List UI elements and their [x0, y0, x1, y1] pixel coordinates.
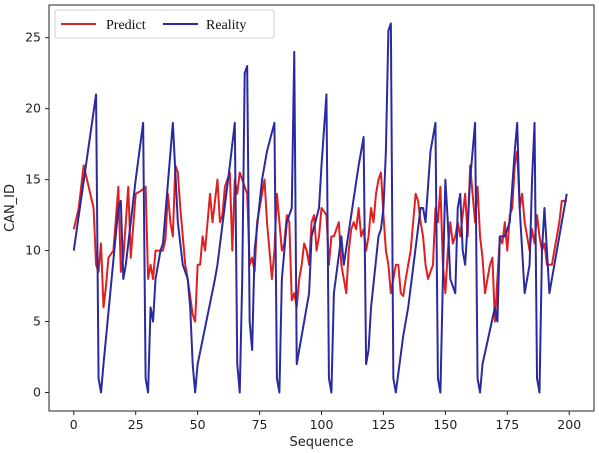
legend-label-reality: Reality — [206, 18, 246, 33]
legend: Predict Reality — [54, 9, 275, 39]
x-tick-label: 200 — [557, 417, 581, 432]
x-tick-label: 50 — [190, 417, 206, 432]
x-axis: 0 25 50 75 100 125 150 175 200 — [70, 411, 581, 432]
y-tick-label: 25 — [25, 30, 41, 45]
y-tick-label: 0 — [33, 385, 41, 400]
y-tick-label: 15 — [25, 172, 41, 187]
y-axis-label: CAN_ID — [3, 184, 18, 232]
legend-label-predict: Predict — [106, 18, 146, 33]
series-layer — [72, 22, 568, 394]
x-tick-label: 125 — [372, 417, 396, 432]
x-tick-label: 25 — [128, 417, 144, 432]
x-tick-label: 100 — [310, 417, 334, 432]
x-tick-label: 175 — [495, 417, 519, 432]
y-axis: 0 5 10 15 20 25 — [25, 30, 49, 400]
y-tick-label: 5 — [33, 314, 41, 329]
x-tick-label: 0 — [70, 417, 78, 432]
series-line-reality — [72, 22, 568, 394]
x-tick-label: 75 — [252, 417, 268, 432]
y-tick-label: 10 — [25, 243, 41, 258]
x-tick-label: 150 — [433, 417, 457, 432]
y-tick-label: 20 — [25, 101, 41, 116]
x-axis-label: Sequence — [289, 435, 353, 450]
